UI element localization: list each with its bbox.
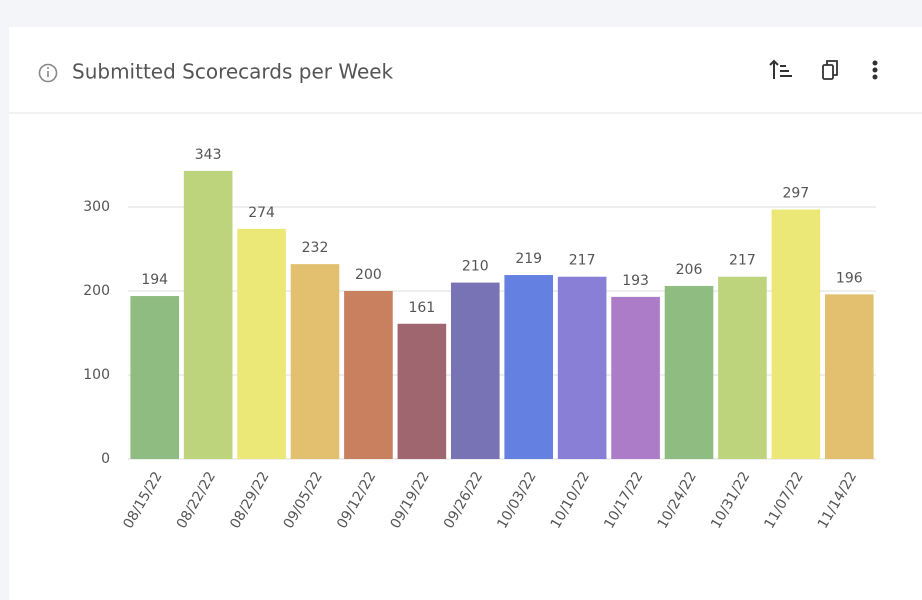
bar (771, 209, 821, 459)
data-label: 196 (836, 270, 863, 286)
sort-icon[interactable] (769, 59, 792, 79)
bar (450, 282, 500, 459)
chart-title: Submitted Scorecards per Week (72, 60, 394, 84)
more-icon[interactable] (872, 60, 878, 80)
bar (130, 296, 180, 459)
info-icon-dot (47, 67, 49, 69)
data-label: 193 (622, 273, 649, 289)
data-label: 297 (782, 186, 809, 202)
x-tick-label: 08/15/22 (120, 469, 165, 531)
y-tick-label: 0 (101, 451, 110, 467)
data-label: 274 (248, 205, 275, 221)
data-label: 206 (676, 262, 703, 278)
bar (718, 276, 767, 459)
bar (664, 285, 714, 459)
x-tick-label: 10/10/22 (548, 469, 593, 531)
data-label: 194 (141, 272, 168, 288)
data-label: 200 (355, 267, 382, 283)
x-tick-label: 09/05/22 (281, 469, 326, 531)
bar (611, 296, 660, 459)
x-tick-label: 10/31/22 (708, 469, 753, 531)
x-tick-label: 11/07/22 (761, 469, 806, 531)
data-label: 217 (729, 253, 756, 269)
x-tick-label: 08/29/22 (227, 469, 272, 531)
data-label: 232 (302, 240, 329, 256)
x-tick-label: 11/14/22 (815, 469, 860, 531)
bar (237, 228, 286, 459)
bar (344, 291, 393, 459)
x-tick-label: 10/24/22 (655, 469, 700, 531)
y-tick-label: 200 (83, 283, 110, 299)
bar (183, 170, 233, 459)
x-tick-label: 09/12/22 (334, 469, 379, 531)
data-label: 161 (408, 300, 435, 316)
x-tick-label: 10/17/22 (601, 469, 646, 531)
x-tick-label: 09/26/22 (441, 469, 486, 531)
data-label: 219 (515, 251, 542, 267)
bar (557, 276, 607, 459)
info-icon[interactable] (38, 63, 58, 83)
y-tick-label: 300 (83, 199, 110, 215)
y-tick-label: 100 (83, 367, 110, 383)
copy-icon[interactable] (822, 60, 838, 80)
data-label: 217 (569, 253, 596, 269)
data-label: 210 (462, 259, 489, 275)
x-tick-label: 08/22/22 (174, 469, 219, 531)
bar (504, 275, 554, 459)
x-tick-label: 10/03/22 (494, 469, 539, 531)
bar (290, 264, 340, 459)
data-label: 343 (195, 147, 222, 163)
x-tick-label: 09/19/22 (387, 469, 432, 531)
bar (397, 323, 447, 459)
bar (824, 294, 874, 459)
